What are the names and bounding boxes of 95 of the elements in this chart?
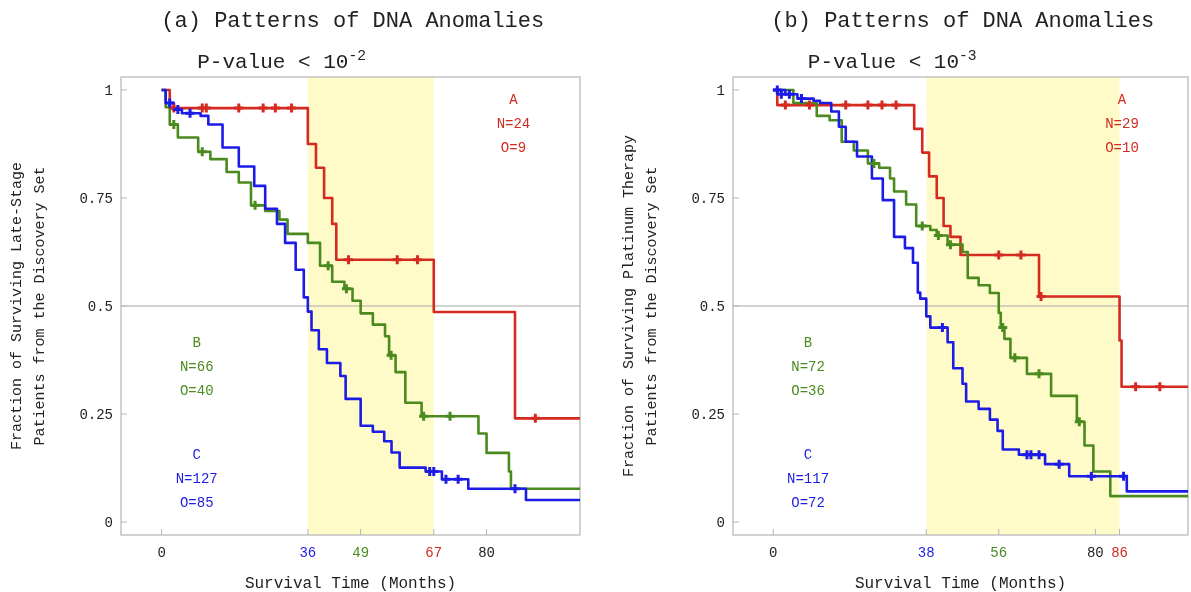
- point: [796, 94, 806, 104]
- point: [173, 104, 183, 114]
- point: [933, 231, 943, 241]
- point: [877, 100, 887, 110]
- point: [270, 103, 280, 113]
- y-tick-label: 0: [716, 515, 725, 532]
- x-tick-label: 38: [917, 545, 935, 561]
- point: [1119, 471, 1129, 481]
- x-tick-label: 80: [478, 545, 495, 561]
- y-tick-label: 0.5: [87, 299, 113, 315]
- point: [197, 147, 207, 157]
- chart-title: (b) Patterns of DNA Anomalies: [771, 9, 1155, 34]
- point: [258, 103, 268, 113]
- y-tick-label: 0.25: [691, 407, 725, 424]
- x-tick-label: 49: [352, 545, 370, 561]
- annotation: O=10: [1105, 140, 1139, 157]
- text: B: [192, 335, 201, 352]
- x-tick-label: 67: [425, 545, 443, 561]
- text: C: [192, 447, 201, 464]
- annotation: N=127: [175, 471, 218, 488]
- point: [250, 200, 260, 210]
- point: [1036, 291, 1046, 301]
- point: [530, 413, 540, 423]
- y-axis-title: Fraction of Surviving Late-Stage Patients from the Discovery Set: [9, 161, 49, 451]
- annotation: N=24: [496, 116, 531, 133]
- point: [1054, 459, 1064, 469]
- x-tick-label: 56: [990, 545, 1008, 561]
- point: [784, 89, 794, 99]
- x-tick-label: 0: [769, 545, 778, 561]
- x-tick-label: 0: [157, 545, 166, 561]
- point: [1010, 353, 1020, 363]
- text: B: [803, 335, 813, 352]
- annotation: N=29: [1105, 116, 1139, 133]
- x-axis-title: Survival Time (Months): [854, 575, 1067, 592]
- point: [453, 474, 463, 484]
- annotation: O=36: [791, 383, 825, 400]
- point: [234, 103, 244, 113]
- point: [805, 100, 814, 110]
- point: [386, 350, 396, 360]
- text: A: [509, 92, 519, 109]
- point: [937, 323, 947, 333]
- point: [1131, 382, 1141, 392]
- point: [287, 103, 297, 113]
- x-tick-label: 86: [1111, 545, 1128, 561]
- point: [772, 85, 782, 95]
- point: [510, 484, 520, 494]
- point: [994, 250, 1004, 260]
- point: [869, 158, 879, 168]
- point: [341, 284, 351, 294]
- point: [165, 98, 175, 108]
- point: [1016, 250, 1026, 260]
- y-axis-title: Fraction of Surviving Platinum Therapy Patients from the Discovery Set: [621, 134, 661, 478]
- chart-subtitle: P-value < 10$^{-3}$: [807, 48, 977, 74]
- point: [1155, 382, 1165, 392]
- y-tick-label: 0: [104, 515, 113, 532]
- point: [841, 100, 851, 110]
- y-tick-label: 0.75: [691, 190, 725, 207]
- point: [1074, 417, 1084, 427]
- point: [185, 108, 195, 118]
- point: [1034, 450, 1044, 460]
- point: [169, 120, 179, 130]
- y-tick-label: 0.75: [79, 190, 113, 207]
- y-tick-label: 0.5: [699, 299, 725, 315]
- annotation: O=85: [179, 495, 214, 512]
- point: [891, 100, 901, 110]
- point: [1086, 471, 1096, 481]
- annotation: O=40: [179, 383, 214, 400]
- chart-title: (a) Patterns of DNA Anomalies: [161, 9, 545, 34]
- annotation: N=66: [179, 359, 214, 376]
- y-tick-label: 1: [104, 82, 113, 99]
- point: [945, 240, 955, 250]
- text: A: [1117, 92, 1127, 109]
- point: [445, 411, 455, 421]
- point: [998, 323, 1008, 333]
- x-axis-title: Survival Time (Months): [244, 575, 457, 592]
- y-tick-label: 1: [716, 82, 725, 99]
- point: [780, 100, 790, 110]
- point: [323, 261, 333, 271]
- point: [392, 255, 402, 265]
- point: [863, 100, 873, 110]
- x-tick-label: 36: [299, 545, 317, 561]
- point: [413, 255, 423, 265]
- annotation: O=9: [500, 140, 527, 157]
- point: [343, 255, 353, 265]
- point: [917, 221, 927, 231]
- x-tick-label: 80: [1086, 545, 1104, 561]
- annotation: N=72: [791, 359, 825, 376]
- annotation: O=72: [791, 495, 825, 512]
- annotation: N=117: [787, 471, 830, 488]
- point: [1034, 369, 1044, 379]
- chart-subtitle: P-value < 10$^{-2}$: [197, 48, 367, 74]
- y-tick-label: 0.25: [79, 407, 113, 424]
- point: [419, 411, 429, 421]
- text: C: [803, 447, 813, 464]
- point: [441, 474, 451, 484]
